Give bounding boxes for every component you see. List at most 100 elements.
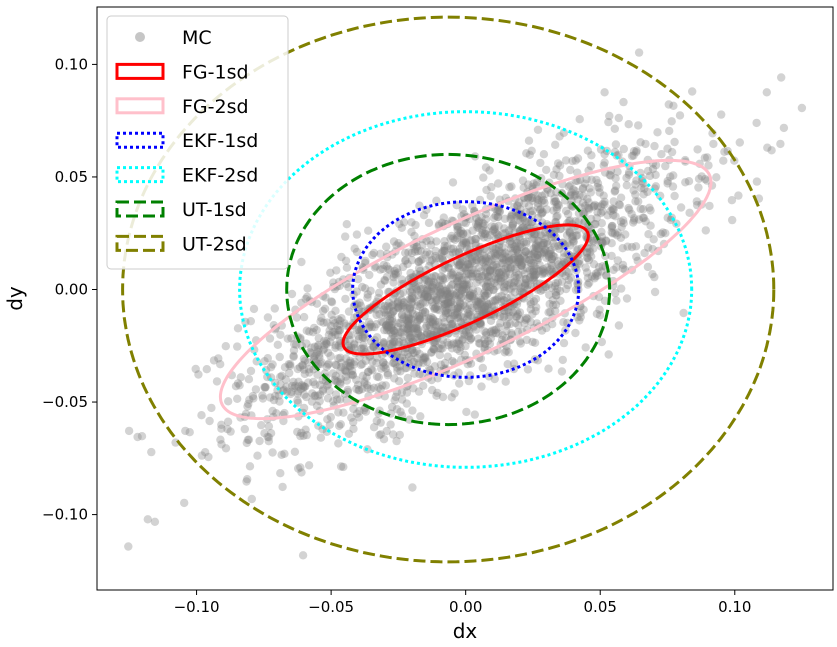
mc-point xyxy=(341,294,350,304)
mc-point xyxy=(452,233,462,243)
mc-point xyxy=(319,318,328,327)
mc-point xyxy=(494,221,503,231)
mc-point xyxy=(567,188,576,197)
mc-point xyxy=(656,229,665,239)
mc-point xyxy=(491,211,500,220)
mc-point xyxy=(455,297,464,306)
mc-point xyxy=(335,316,345,325)
mc-point xyxy=(419,211,429,220)
mc-point xyxy=(530,247,539,256)
mc-point xyxy=(360,379,369,388)
mc-point xyxy=(363,293,372,302)
mc-point xyxy=(448,356,457,366)
mc-point xyxy=(449,234,458,243)
mc-point xyxy=(372,310,381,320)
mc-point xyxy=(424,218,434,228)
mc-point xyxy=(201,448,210,457)
mc-point xyxy=(352,325,361,335)
mc-point xyxy=(318,306,328,315)
mc-point xyxy=(512,212,521,221)
mc-point xyxy=(594,262,604,272)
mc-point xyxy=(334,341,343,350)
mc-point xyxy=(326,351,335,361)
mc-point xyxy=(330,327,339,336)
mc-point xyxy=(494,242,504,252)
mc-point xyxy=(479,173,488,182)
mc-point xyxy=(355,327,364,336)
mc-point xyxy=(420,291,430,300)
mc-point xyxy=(422,284,431,293)
mc-point xyxy=(494,292,503,302)
mc-point xyxy=(530,261,539,271)
mc-point xyxy=(280,363,290,372)
mc-point xyxy=(515,273,525,282)
mc-point xyxy=(454,222,463,231)
mc-point xyxy=(417,332,426,341)
mc-point xyxy=(587,151,596,160)
mc-point xyxy=(526,207,535,216)
mc-point xyxy=(261,382,270,392)
mc-point xyxy=(335,378,345,387)
mc-point xyxy=(419,358,428,367)
mc-point xyxy=(465,293,474,302)
mc-point xyxy=(433,325,442,335)
mc-point xyxy=(420,275,429,285)
mc-point xyxy=(348,370,357,379)
mc-point xyxy=(317,358,326,367)
mc-point xyxy=(481,254,490,263)
mc-point xyxy=(468,226,477,235)
mc-point xyxy=(615,200,625,210)
mc-point xyxy=(376,384,385,394)
mc-point xyxy=(477,256,486,265)
mc-point xyxy=(593,208,602,217)
mc-point xyxy=(323,394,333,403)
mc-point xyxy=(608,229,617,238)
mc-point xyxy=(523,314,532,323)
mc-point xyxy=(438,291,448,300)
mc-point xyxy=(448,248,458,257)
mc-point xyxy=(532,178,542,187)
mc-point xyxy=(438,275,447,285)
mc-point xyxy=(415,302,425,312)
mc-point xyxy=(221,444,231,453)
mc-point xyxy=(315,380,325,390)
mc-point xyxy=(435,306,444,315)
mc-point xyxy=(344,362,353,371)
mc-point xyxy=(480,270,489,280)
mc-point xyxy=(348,371,357,380)
mc-point xyxy=(349,302,359,311)
mc-point xyxy=(379,435,389,444)
mc-point xyxy=(482,282,491,291)
mc-point xyxy=(466,269,476,278)
mc-point xyxy=(565,229,574,238)
mc-point xyxy=(217,440,226,449)
mc-point xyxy=(289,351,298,360)
mc-point xyxy=(396,328,405,337)
mc-point xyxy=(400,302,409,311)
mc-point xyxy=(322,362,331,371)
mc-point xyxy=(366,337,376,346)
mc-point xyxy=(600,158,609,167)
mc-point xyxy=(474,339,484,348)
mc-point xyxy=(563,239,572,248)
mc-point xyxy=(401,248,410,257)
mc-point xyxy=(380,325,389,335)
mc-point xyxy=(423,293,432,302)
mc-point xyxy=(473,223,482,232)
mc-point xyxy=(519,253,529,263)
mc-point xyxy=(344,429,354,438)
mc-point xyxy=(668,182,678,191)
mc-point xyxy=(205,416,214,426)
mc-point xyxy=(490,374,499,384)
mc-point xyxy=(463,311,473,321)
mc-point xyxy=(669,101,678,111)
mc-point xyxy=(506,263,515,272)
mc-point xyxy=(488,266,497,276)
mc-point xyxy=(551,300,561,309)
mc-point xyxy=(380,275,389,285)
mc-point xyxy=(395,430,404,440)
mc-point xyxy=(514,210,524,219)
mc-point xyxy=(581,343,590,352)
mc-point xyxy=(670,137,679,147)
mc-point xyxy=(575,259,584,269)
